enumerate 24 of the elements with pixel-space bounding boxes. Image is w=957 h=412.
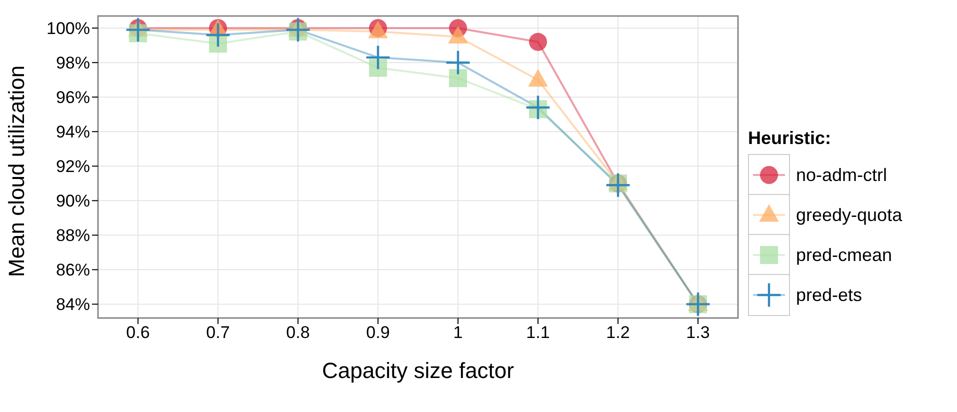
y-tick-label: 86% — [56, 260, 90, 280]
y-tick-label: 94% — [56, 122, 90, 142]
y-axis-title: Mean cloud utilization — [4, 65, 29, 277]
x-tick-label: 0.6 — [126, 323, 150, 342]
x-tick-label: 1 — [453, 323, 463, 342]
x-tick-label: 0.7 — [206, 323, 230, 342]
legend-label: no-adm-ctrl — [796, 164, 888, 186]
y-tick-label: 96% — [56, 88, 90, 108]
x-tick-label: 1.2 — [606, 323, 630, 342]
y-tick-label: 88% — [56, 226, 90, 246]
y-tick-label: 100% — [46, 19, 90, 38]
legend-title: Heuristic: — [748, 128, 832, 149]
x-axis-title: Capacity size factor — [322, 358, 514, 383]
y-tick-label: 92% — [56, 157, 90, 176]
legend-label: pred-cmean — [796, 244, 892, 266]
x-tick-label: 0.9 — [366, 323, 390, 342]
legend-label: pred-ets — [796, 284, 862, 306]
y-tick-label: 90% — [56, 192, 90, 211]
y-tick-label: 98% — [56, 54, 90, 73]
x-tick-label: 0.8 — [286, 323, 310, 342]
legend-label: greedy-quota — [796, 204, 902, 226]
y-tick-label: 84% — [56, 295, 90, 314]
x-tick-label: 1.1 — [526, 323, 550, 342]
x-tick-label: 1.3 — [686, 323, 710, 342]
